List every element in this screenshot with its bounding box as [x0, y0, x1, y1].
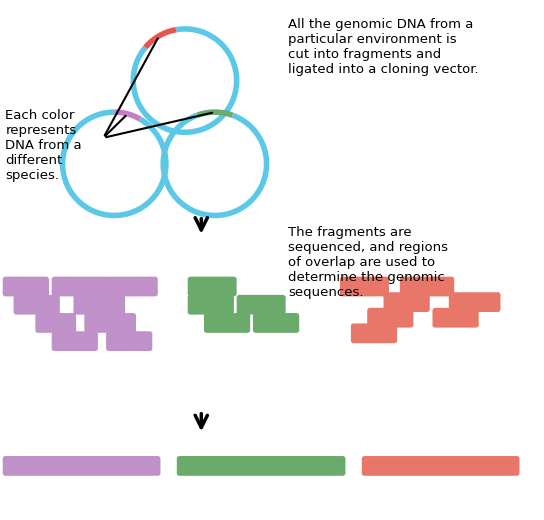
FancyBboxPatch shape [449, 292, 500, 312]
FancyBboxPatch shape [204, 313, 250, 333]
FancyBboxPatch shape [253, 313, 299, 333]
FancyBboxPatch shape [432, 308, 479, 328]
FancyBboxPatch shape [106, 331, 152, 351]
FancyBboxPatch shape [52, 277, 109, 296]
Text: All the genomic DNA from a
particular environment is
cut into fragments and
liga: All the genomic DNA from a particular en… [288, 18, 479, 76]
FancyBboxPatch shape [237, 295, 286, 315]
FancyBboxPatch shape [177, 456, 345, 476]
FancyBboxPatch shape [35, 313, 76, 333]
FancyBboxPatch shape [84, 313, 136, 333]
Text: Each color
represents
DNA from a
different
species.: Each color represents DNA from a differe… [5, 109, 82, 182]
FancyBboxPatch shape [188, 277, 237, 296]
FancyBboxPatch shape [73, 295, 125, 315]
FancyBboxPatch shape [351, 323, 397, 343]
FancyBboxPatch shape [400, 277, 454, 296]
FancyBboxPatch shape [106, 277, 158, 296]
FancyBboxPatch shape [52, 331, 98, 351]
FancyBboxPatch shape [14, 295, 60, 315]
FancyBboxPatch shape [188, 295, 234, 315]
FancyBboxPatch shape [340, 277, 389, 296]
FancyBboxPatch shape [384, 292, 430, 312]
FancyBboxPatch shape [362, 456, 520, 476]
FancyBboxPatch shape [367, 308, 413, 328]
FancyBboxPatch shape [3, 277, 49, 296]
FancyBboxPatch shape [3, 456, 160, 476]
Text: The fragments are
sequenced, and regions
of overlap are used to
determine the ge: The fragments are sequenced, and regions… [288, 226, 448, 299]
